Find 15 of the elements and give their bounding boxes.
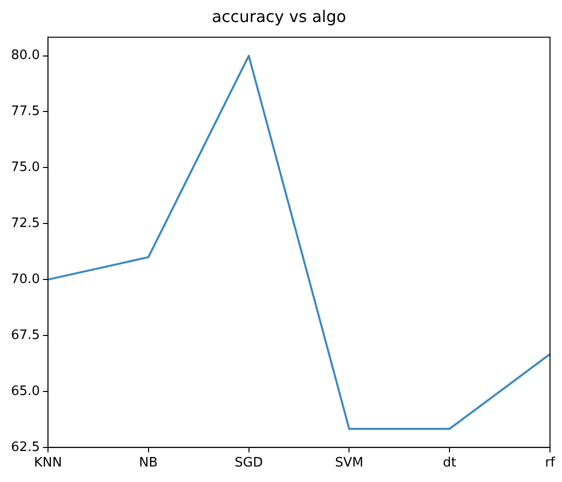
x-tick-label: KNN [34,456,62,471]
x-tick-label: dt [442,456,456,471]
chart-title: accuracy vs algo [212,6,346,26]
y-tick-label: 65.0 [10,384,40,399]
x-tick-label: NB [139,456,158,471]
y-tick-label: 75.0 [10,160,40,176]
y-tick-label: 70.0 [10,272,40,287]
y-tick-label: 72.5 [10,216,40,231]
y-tick-label: 77.5 [10,104,40,120]
y-tick-label: 80.0 [10,48,40,64]
y-tick-label: 62.5 [10,440,40,455]
x-tick-label: SVM [334,456,364,471]
x-tick-label: SGD [234,456,263,471]
x-tick-label: rf [545,456,556,471]
y-tick-label: 67.5 [10,328,40,343]
